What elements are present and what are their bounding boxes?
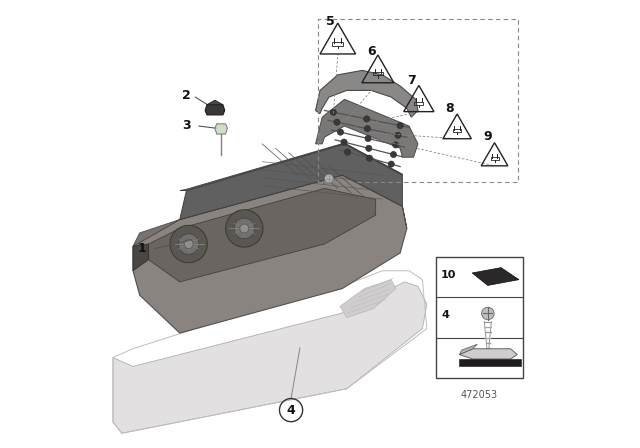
Circle shape [184, 240, 193, 249]
Text: 8: 8 [445, 102, 454, 115]
Circle shape [366, 155, 372, 161]
Polygon shape [340, 280, 396, 318]
Bar [460, 358, 521, 366]
Polygon shape [133, 244, 148, 271]
Bar [490, 157, 499, 159]
Circle shape [364, 116, 370, 122]
Polygon shape [472, 267, 519, 285]
Circle shape [388, 161, 394, 167]
Text: 3: 3 [182, 119, 191, 132]
Circle shape [324, 174, 333, 183]
Polygon shape [180, 144, 403, 220]
Circle shape [364, 125, 371, 132]
Text: 6: 6 [367, 45, 376, 58]
Circle shape [392, 142, 399, 148]
Circle shape [170, 225, 207, 263]
Circle shape [330, 109, 337, 116]
Polygon shape [133, 175, 407, 333]
Circle shape [240, 224, 249, 233]
Polygon shape [180, 143, 403, 190]
Polygon shape [205, 105, 225, 115]
Circle shape [334, 119, 340, 125]
Bar [332, 42, 343, 46]
Polygon shape [113, 282, 427, 433]
Circle shape [337, 129, 344, 135]
Text: 5: 5 [326, 15, 335, 28]
Polygon shape [148, 188, 376, 282]
Polygon shape [133, 175, 407, 246]
Bar [414, 102, 424, 105]
Circle shape [397, 122, 403, 129]
Polygon shape [215, 124, 227, 134]
Polygon shape [460, 345, 477, 354]
Text: 4: 4 [441, 310, 449, 320]
Text: 1: 1 [138, 242, 147, 255]
Circle shape [390, 151, 397, 158]
Circle shape [482, 307, 494, 320]
Text: 10: 10 [441, 271, 456, 280]
Circle shape [179, 234, 199, 254]
Text: 2: 2 [182, 89, 191, 102]
Circle shape [226, 210, 263, 247]
Circle shape [344, 149, 351, 155]
Polygon shape [207, 100, 223, 105]
Text: 4: 4 [287, 404, 296, 417]
Bar [436, 258, 523, 378]
Circle shape [365, 145, 372, 151]
Circle shape [234, 218, 255, 239]
Polygon shape [460, 349, 517, 359]
Bar [453, 129, 461, 132]
Text: 472053: 472053 [461, 389, 498, 400]
Circle shape [365, 135, 371, 142]
Polygon shape [316, 99, 418, 157]
Circle shape [395, 132, 401, 138]
Circle shape [341, 139, 347, 145]
Text: 7: 7 [407, 74, 416, 87]
Bar [373, 72, 383, 75]
Bar [318, 19, 518, 182]
Polygon shape [316, 70, 418, 117]
Text: 9: 9 [483, 130, 492, 143]
